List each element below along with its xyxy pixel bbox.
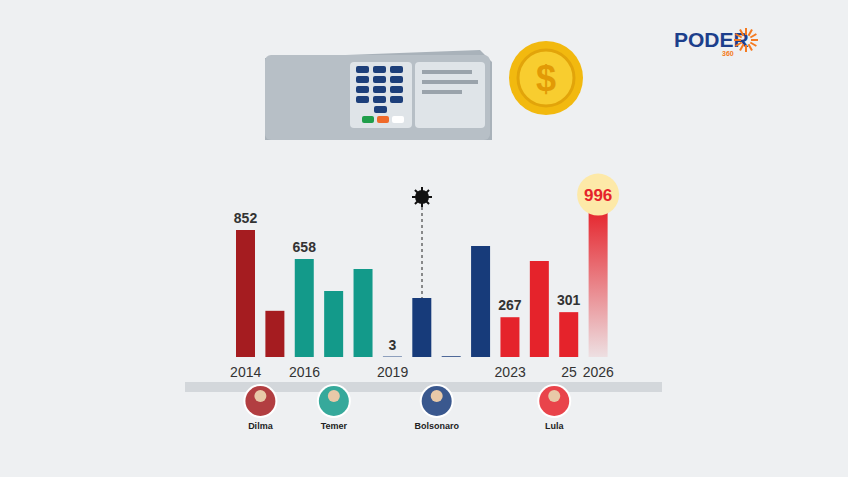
svg-text:$: $ [536,58,556,99]
svg-text:Temer: Temer [321,421,348,431]
svg-text:267: 267 [498,297,522,313]
svg-text:301: 301 [557,292,581,308]
svg-text:2014: 2014 [230,364,261,380]
svg-text:852: 852 [234,210,258,226]
svg-text:Dilma: Dilma [248,421,274,431]
svg-text:25: 25 [561,364,577,380]
svg-text:2023: 2023 [495,364,526,380]
svg-text:3: 3 [389,337,397,353]
svg-text:PODER: PODER [674,28,749,51]
svg-text:Lula: Lula [545,421,564,431]
svg-text:360: 360 [722,50,734,57]
svg-text:2026: 2026 [583,364,614,380]
svg-text:2016: 2016 [289,364,320,380]
svg-text:658: 658 [293,239,317,255]
svg-text:Bolsonaro: Bolsonaro [414,421,459,431]
svg-text:2019: 2019 [377,364,408,380]
svg-text:996: 996 [584,186,612,205]
